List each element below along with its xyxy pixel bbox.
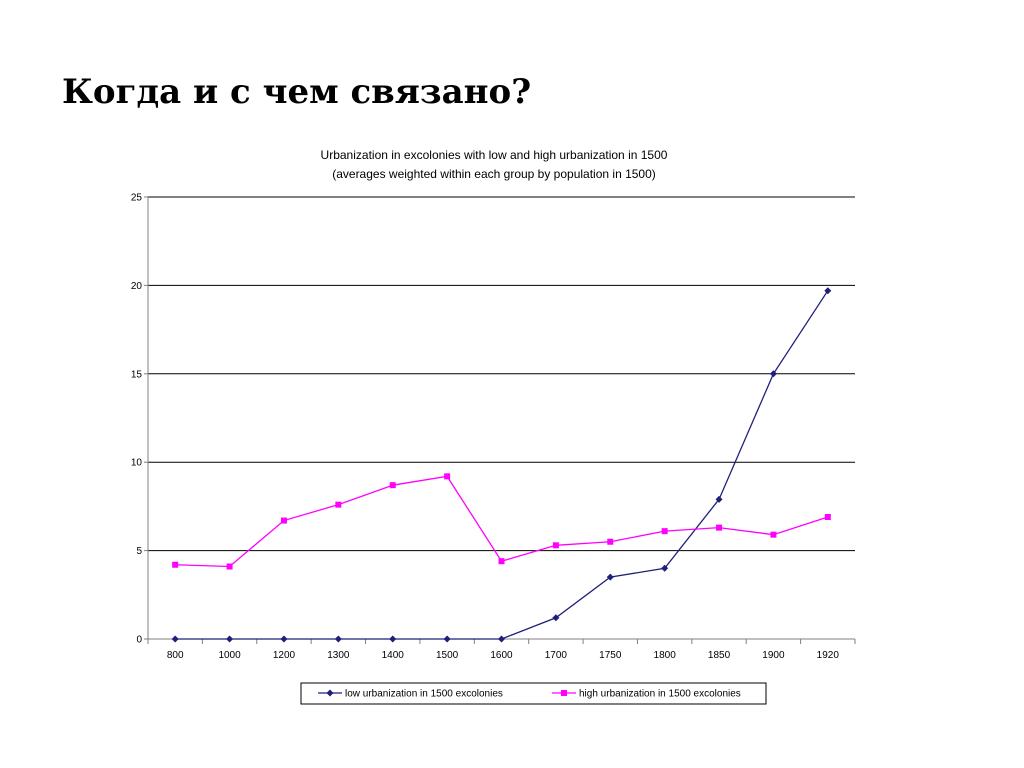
slide-title: Когда и с чем связано? [62, 72, 532, 112]
x-tick-label: 1800 [654, 650, 677, 661]
x-tick-label: 800 [167, 650, 184, 661]
data-point [171, 635, 179, 643]
data-point [661, 528, 668, 535]
legend-box [300, 682, 767, 705]
x-tick-label: 1750 [599, 650, 622, 661]
chart-title: Urbanization in excolonies with low and … [321, 148, 668, 162]
data-point [769, 370, 777, 378]
x-tick-label: 1850 [708, 650, 731, 661]
data-point [226, 563, 233, 570]
axes: 0 5 10 15 20 25 800 1000 1200 1300 1400 1500 1600 170… [131, 193, 856, 661]
series-low [171, 287, 832, 643]
legend-marker [326, 689, 334, 697]
legend: low urbanization in 1500 excolonies high … [300, 682, 767, 705]
data-point [661, 564, 669, 572]
legend-marker [561, 690, 567, 696]
data-point [824, 514, 831, 521]
series-line [175, 475, 829, 568]
y-tick-label: 0 [136, 635, 142, 646]
chart-subtitle: (averages weighted within each group by … [332, 167, 656, 181]
data-point [335, 501, 342, 508]
series [171, 287, 832, 643]
data-point [226, 635, 234, 643]
x-tick-label: 1000 [218, 650, 241, 661]
x-tick-label: 1600 [490, 650, 513, 661]
data-point [389, 635, 397, 643]
data-point [607, 538, 614, 545]
data-point [552, 542, 559, 549]
grid [148, 196, 855, 552]
x-tick-label: 1400 [382, 650, 405, 661]
y-tick-label: 15 [131, 369, 143, 380]
data-point [172, 561, 179, 568]
data-point [770, 531, 777, 538]
series-line [175, 290, 829, 640]
x-tick-label: 1500 [436, 650, 459, 661]
y-tick-label: 10 [131, 458, 143, 469]
x-tick-label: 1200 [273, 650, 296, 661]
x-tick-label: 1920 [817, 650, 840, 661]
data-point [715, 495, 723, 503]
data-point [334, 635, 342, 643]
x-tick-label: 1900 [762, 650, 785, 661]
data-point [280, 635, 288, 643]
y-tick-label: 5 [136, 546, 142, 557]
legend-label: low urbanization in 1500 excolonies [345, 689, 503, 700]
data-point [824, 287, 832, 295]
series-high [172, 473, 831, 570]
x-tick-label: 1700 [545, 650, 568, 661]
data-point [498, 635, 505, 643]
y-tick-label: 20 [131, 281, 143, 292]
data-point [280, 517, 287, 524]
legend-label: high urbanization in 1500 excolonies [579, 689, 741, 700]
x-tick-label: 1300 [327, 650, 350, 661]
y-tick-label: 25 [131, 193, 143, 204]
data-point [443, 635, 451, 643]
data-point [552, 614, 560, 622]
data-point [444, 473, 451, 480]
data-point [606, 573, 614, 581]
data-point [498, 558, 505, 565]
data-point [716, 524, 723, 531]
data-point [389, 482, 396, 489]
